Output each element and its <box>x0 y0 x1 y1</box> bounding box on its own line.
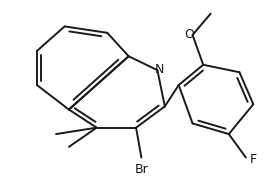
Text: O: O <box>184 28 194 41</box>
Text: N: N <box>155 63 164 76</box>
Text: F: F <box>249 153 256 166</box>
Text: Br: Br <box>134 163 148 176</box>
